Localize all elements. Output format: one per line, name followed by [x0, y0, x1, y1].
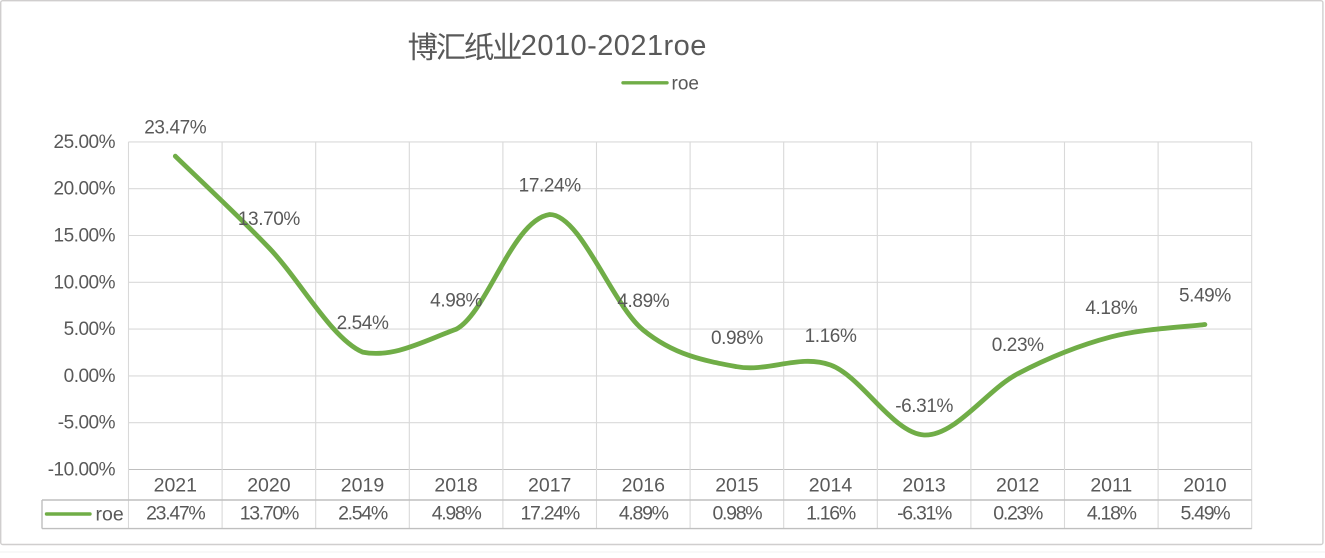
svg-text:2015: 2015: [715, 475, 759, 497]
svg-text:4.98%: 4.98%: [430, 290, 482, 311]
svg-text:4.18%: 4.18%: [1085, 298, 1137, 319]
svg-text:-6.31%: -6.31%: [897, 503, 952, 525]
svg-text:1.16%: 1.16%: [805, 326, 857, 347]
svg-text:10.00%: 10.00%: [54, 272, 116, 293]
svg-text:4.89%: 4.89%: [617, 291, 669, 312]
svg-text:2010: 2010: [1183, 475, 1227, 497]
svg-text:0.23%: 0.23%: [992, 335, 1044, 356]
svg-text:4.89%: 4.89%: [619, 503, 669, 525]
svg-text:0.98%: 0.98%: [713, 503, 763, 525]
svg-text:2011: 2011: [1090, 475, 1132, 497]
svg-text:-5.00%: -5.00%: [58, 413, 116, 434]
svg-text:4.18%: 4.18%: [1087, 503, 1137, 525]
svg-text:2.54%: 2.54%: [337, 313, 389, 334]
svg-text:20.00%: 20.00%: [54, 179, 116, 200]
svg-text:23.47%: 23.47%: [144, 117, 207, 138]
svg-text:5.00%: 5.00%: [64, 319, 116, 340]
svg-text:2021: 2021: [154, 475, 197, 497]
svg-text:1.16%: 1.16%: [806, 503, 856, 525]
svg-text:15.00%: 15.00%: [54, 226, 116, 247]
svg-text:0.00%: 0.00%: [64, 366, 116, 387]
svg-text:2018: 2018: [434, 475, 477, 497]
svg-text:17.24%: 17.24%: [519, 176, 582, 197]
svg-text:0.23%: 0.23%: [993, 503, 1043, 525]
svg-text:13.70%: 13.70%: [240, 503, 299, 525]
svg-text:roe: roe: [672, 73, 699, 94]
svg-text:roe: roe: [96, 504, 124, 526]
svg-text:-6.31%: -6.31%: [895, 396, 953, 417]
svg-text:2014: 2014: [809, 475, 853, 497]
svg-text:25.00%: 25.00%: [54, 132, 116, 153]
svg-text:-10.00%: -10.00%: [48, 460, 116, 481]
svg-text:23.47%: 23.47%: [146, 503, 205, 525]
svg-text:2020: 2020: [247, 475, 291, 497]
svg-text:2019: 2019: [341, 475, 384, 497]
svg-text:2013: 2013: [902, 475, 945, 497]
svg-text:2017: 2017: [528, 475, 571, 497]
svg-text:5.49%: 5.49%: [1179, 286, 1231, 307]
svg-text:2.54%: 2.54%: [338, 503, 388, 525]
svg-text:0.98%: 0.98%: [711, 328, 763, 349]
svg-text:2010-2021roe: 2010-2021roe: [521, 30, 707, 62]
svg-text:17.24%: 17.24%: [521, 503, 580, 525]
svg-text:13.70%: 13.70%: [238, 209, 301, 230]
svg-text:5.49%: 5.49%: [1181, 503, 1231, 525]
svg-text:2012: 2012: [996, 475, 1039, 497]
svg-text:2016: 2016: [622, 475, 665, 497]
svg-text:4.98%: 4.98%: [432, 503, 482, 525]
